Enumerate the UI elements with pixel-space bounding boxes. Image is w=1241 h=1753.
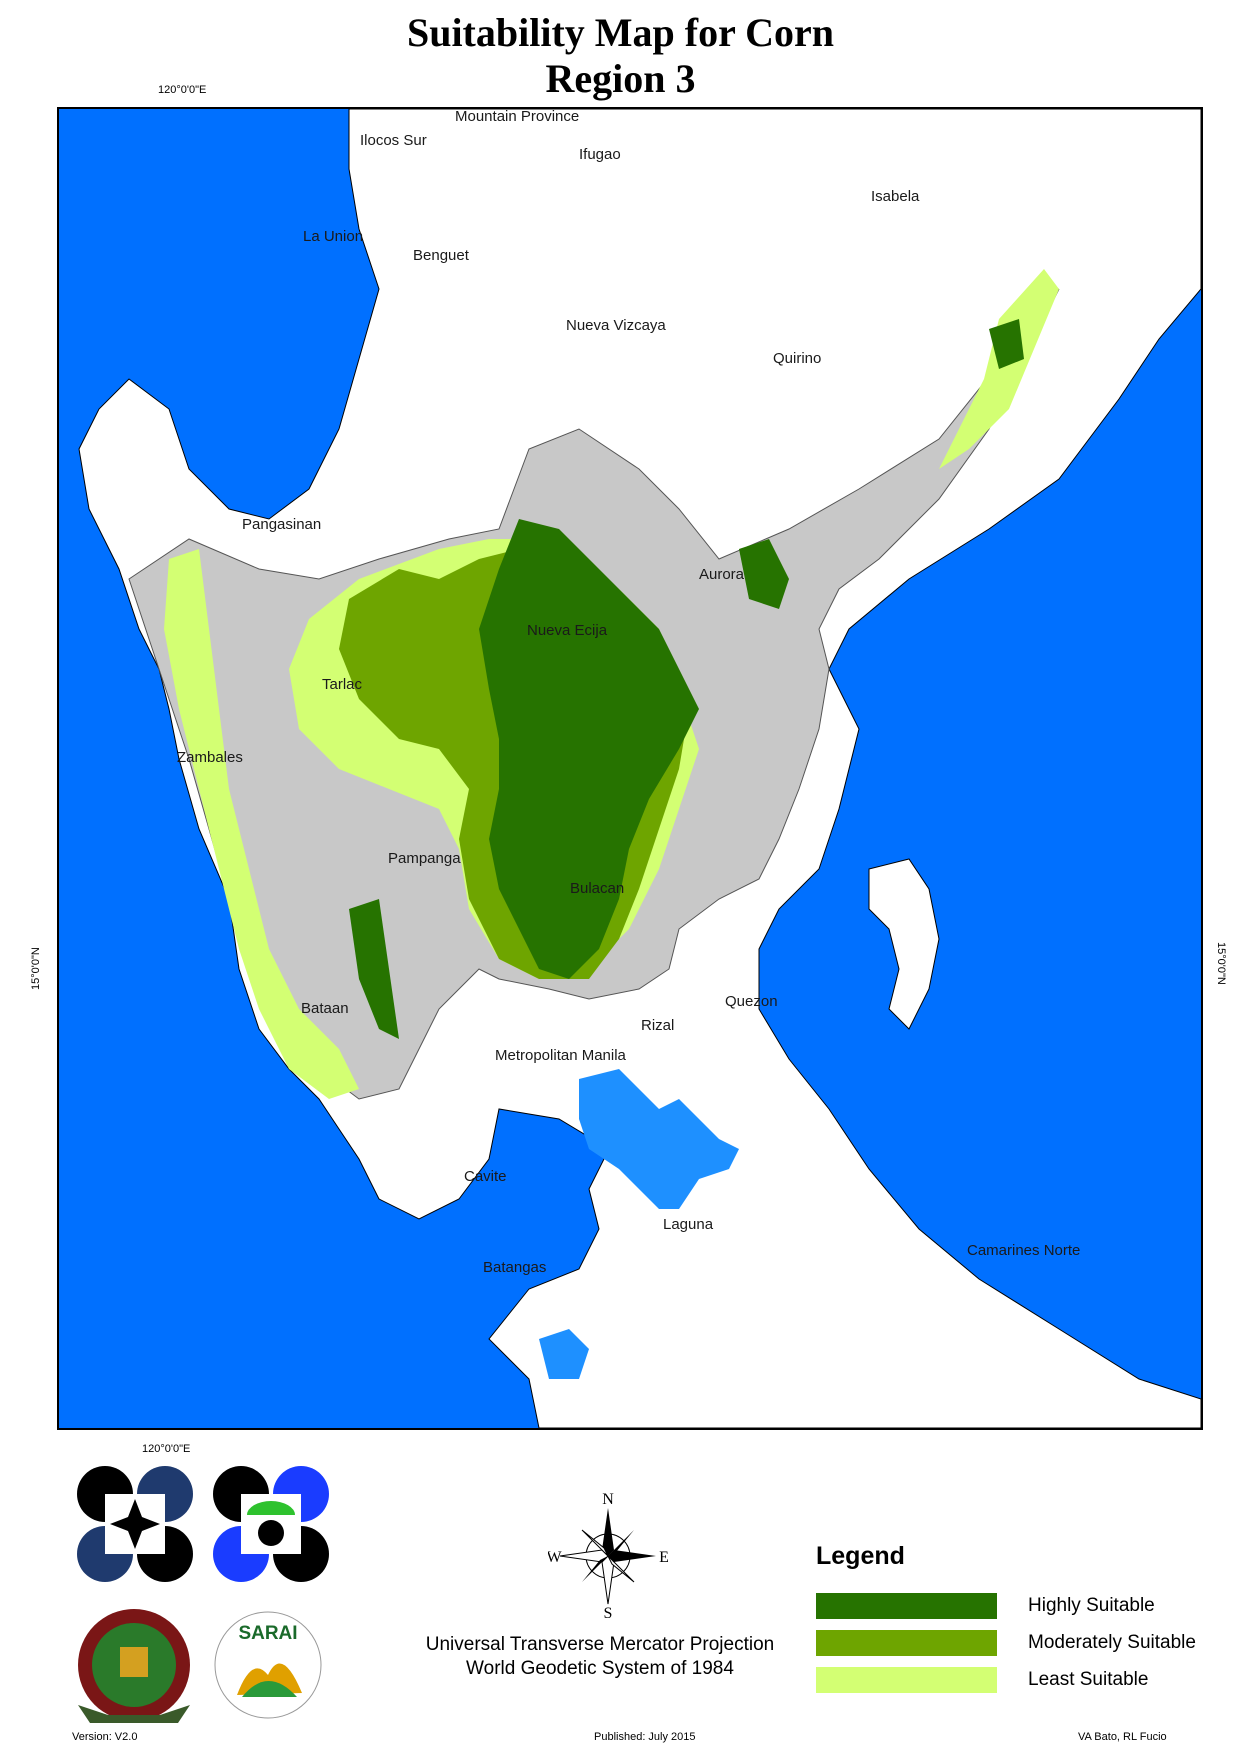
highly-suitable-aurora (739, 539, 789, 609)
legend-swatch-highly (816, 1593, 997, 1619)
island-east (868, 858, 940, 1030)
latitude-label-right: 15°0'0"N (1215, 942, 1227, 985)
label-mountain-province: Mountain Province (455, 109, 579, 125)
legend-label-least: Least Suitable (1028, 1669, 1149, 1690)
sarai-logo-text: SARAI (238, 1623, 297, 1644)
map-canvas: Mountain Province Ilocos Sur Ifugao Isab… (59, 109, 1201, 1428)
authors-label: VA Bato, RL Fucio (1078, 1731, 1167, 1743)
version-label: Version: V2.0 (72, 1731, 138, 1743)
compass-w: W (548, 1549, 562, 1566)
least-suitable-west (164, 549, 359, 1099)
longitude-label-top: 120°0'0"E (158, 84, 207, 96)
label-camarines-norte: Camarines Norte (967, 1242, 1080, 1259)
label-bulacan: Bulacan (570, 880, 624, 897)
compass-e: E (659, 1549, 668, 1566)
projection-line-1: Universal Transverse Mercator Projection (425, 1634, 775, 1655)
uplb-seal (78, 1609, 190, 1723)
label-benguet: Benguet (413, 247, 470, 264)
label-zambales: Zambales (177, 749, 243, 766)
highly-suitable-bataan (349, 899, 399, 1039)
label-quezon: Quezon (725, 993, 778, 1010)
label-pampanga: Pampanga (388, 850, 461, 867)
label-aurora: Aurora (699, 566, 745, 583)
label-quirino: Quirino (773, 350, 821, 367)
published-label: Published: July 2015 (594, 1731, 696, 1743)
label-nueva-ecija: Nueva Ecija (527, 622, 608, 639)
legend-swatch-moderately (816, 1630, 997, 1656)
label-rizal: Rizal (641, 1017, 674, 1034)
laguna-lake (579, 1069, 739, 1209)
taal-lake (539, 1329, 589, 1379)
label-tarlac: Tarlac (322, 676, 363, 693)
map-frame: Mountain Province Ilocos Sur Ifugao Isab… (57, 107, 1203, 1430)
label-isabela: Isabela (871, 188, 920, 205)
label-pangasinan: Pangasinan (242, 516, 321, 533)
compass-n: N (602, 1491, 614, 1508)
label-laguna: Laguna (663, 1216, 714, 1233)
legend-label-moderately: Moderately Suitable (1028, 1632, 1196, 1653)
projection-line-2: World Geodetic System of 1984 (466, 1658, 734, 1679)
longitude-label-bottom: 120°0'0"E (142, 1443, 191, 1455)
sarai-logo: SARAI (214, 1611, 322, 1719)
compass-s: S (604, 1605, 613, 1620)
legend-swatch-least (816, 1667, 997, 1693)
north-arrow-icon: N S E W (548, 1491, 668, 1620)
label-batangas: Batangas (483, 1259, 546, 1276)
dost-logo (77, 1466, 193, 1582)
label-bataan: Bataan (301, 1000, 349, 1017)
latitude-label-left: 15°0'0"N (30, 947, 42, 990)
highly-suitable-area (479, 519, 699, 979)
label-nueva-vizcaya: Nueva Vizcaya (566, 317, 666, 334)
label-ilocos-sur: Ilocos Sur (360, 132, 427, 149)
legend-label-highly: Highly Suitable (1028, 1595, 1155, 1616)
map-title: Suitability Map for Corn (406, 10, 835, 55)
legend-title: Legend (816, 1542, 905, 1570)
pcaarrd-logo (213, 1466, 329, 1582)
highly-suitable-northeast (989, 319, 1024, 369)
label-ifugao: Ifugao (579, 146, 621, 163)
label-la-union: La Union (303, 228, 363, 245)
map-subtitle: Region 3 (545, 56, 696, 101)
label-metropolitan-manila: Metropolitan Manila (495, 1047, 627, 1064)
label-cavite: Cavite (464, 1168, 507, 1185)
